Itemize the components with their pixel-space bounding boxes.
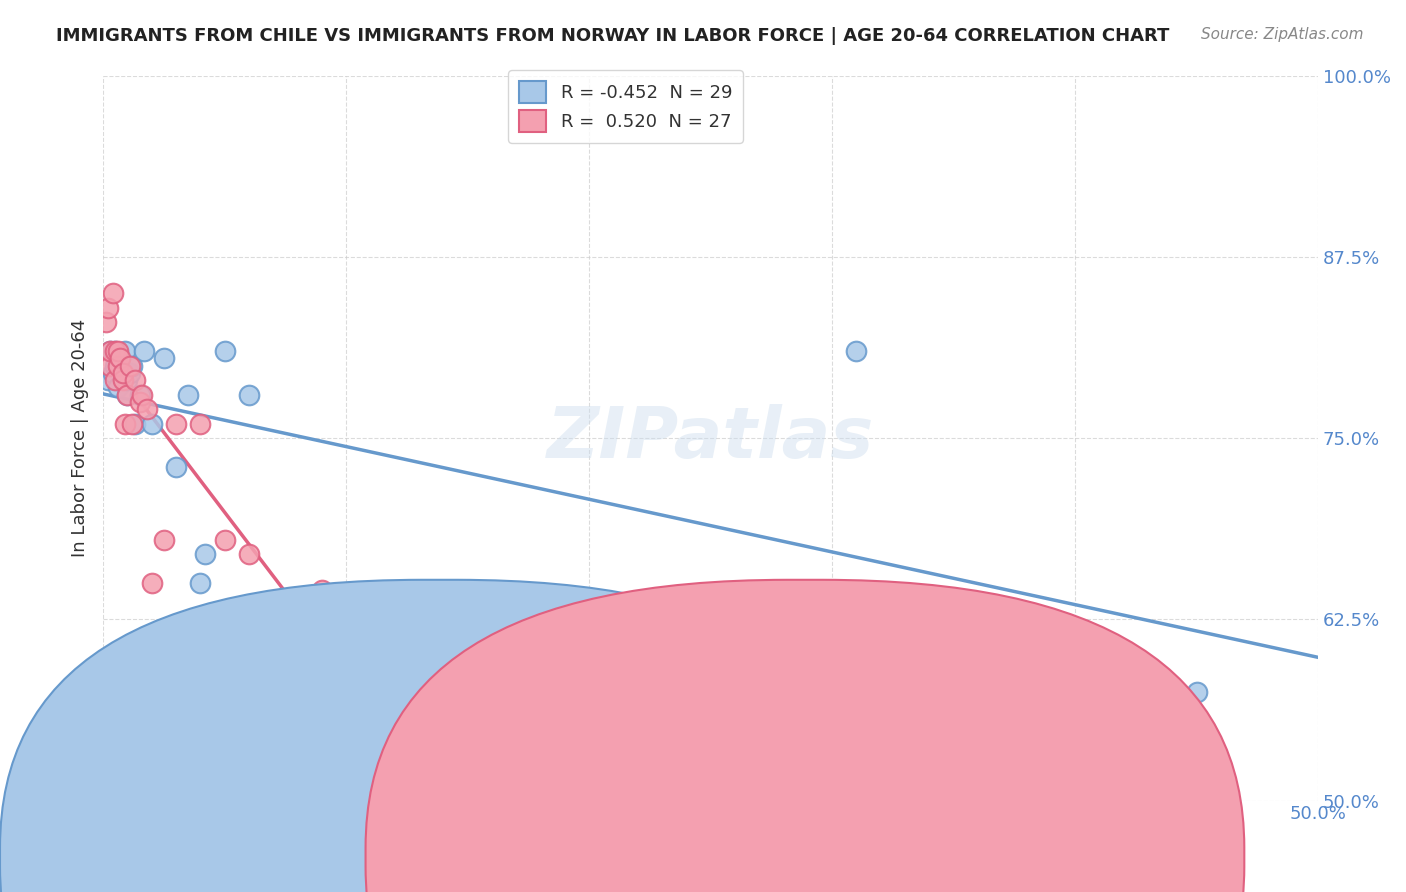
Point — [141, 576, 163, 591]
Point — [97, 373, 120, 387]
Point — [124, 373, 146, 387]
Point — [108, 351, 131, 366]
Point — [100, 344, 122, 359]
Point — [118, 366, 141, 380]
Point — [214, 533, 236, 547]
Point — [100, 344, 122, 359]
Point — [111, 373, 134, 387]
Point — [141, 417, 163, 431]
Point — [134, 344, 156, 359]
Point — [214, 344, 236, 359]
Point — [117, 387, 139, 401]
Text: IMMIGRANTS FROM CHILE VS IMMIGRANTS FROM NORWAY IN LABOR FORCE | AGE 20-64 CORRE: IMMIGRANTS FROM CHILE VS IMMIGRANTS FROM… — [56, 27, 1170, 45]
Point — [114, 344, 136, 359]
Point — [117, 373, 139, 387]
Point — [153, 351, 176, 366]
Point — [128, 394, 150, 409]
Point — [107, 359, 129, 373]
Text: ZIPatlas: ZIPatlas — [547, 403, 875, 473]
Y-axis label: In Labor Force | Age 20-64: In Labor Force | Age 20-64 — [72, 319, 89, 558]
Point — [111, 366, 134, 380]
Point — [131, 387, 153, 401]
Point — [111, 366, 134, 380]
Point — [335, 612, 357, 626]
Text: Immigrants from Norway: Immigrants from Norway — [801, 838, 1026, 856]
Point — [107, 344, 129, 359]
Point — [100, 359, 122, 373]
Point — [104, 373, 127, 387]
Text: Source: ZipAtlas.com: Source: ZipAtlas.com — [1201, 27, 1364, 42]
Point — [104, 344, 127, 359]
Point — [108, 351, 131, 366]
Point — [104, 359, 127, 373]
Point — [287, 619, 309, 633]
Point — [153, 533, 176, 547]
Point — [311, 583, 333, 598]
Point — [101, 286, 124, 301]
Point — [165, 417, 187, 431]
Point — [108, 359, 131, 373]
Point — [845, 344, 868, 359]
Point — [121, 359, 143, 373]
Point — [121, 417, 143, 431]
Point — [104, 344, 127, 359]
Point — [238, 387, 260, 401]
Point — [117, 387, 139, 401]
Point — [97, 301, 120, 315]
Point — [188, 417, 211, 431]
Point — [177, 387, 200, 401]
Point — [165, 460, 187, 475]
Legend: R = -0.452  N = 29, R =  0.520  N = 27: R = -0.452 N = 29, R = 0.520 N = 27 — [508, 70, 742, 143]
Point — [238, 547, 260, 561]
Point — [101, 366, 124, 380]
Point — [114, 417, 136, 431]
Point — [128, 387, 150, 401]
Text: Immigrants from Chile: Immigrants from Chile — [433, 838, 636, 856]
Point — [188, 576, 211, 591]
Point — [94, 315, 117, 329]
Point — [124, 417, 146, 431]
Point — [1185, 685, 1208, 699]
Point — [118, 359, 141, 373]
Point — [135, 402, 157, 417]
Point — [107, 380, 129, 394]
Point — [194, 547, 217, 561]
